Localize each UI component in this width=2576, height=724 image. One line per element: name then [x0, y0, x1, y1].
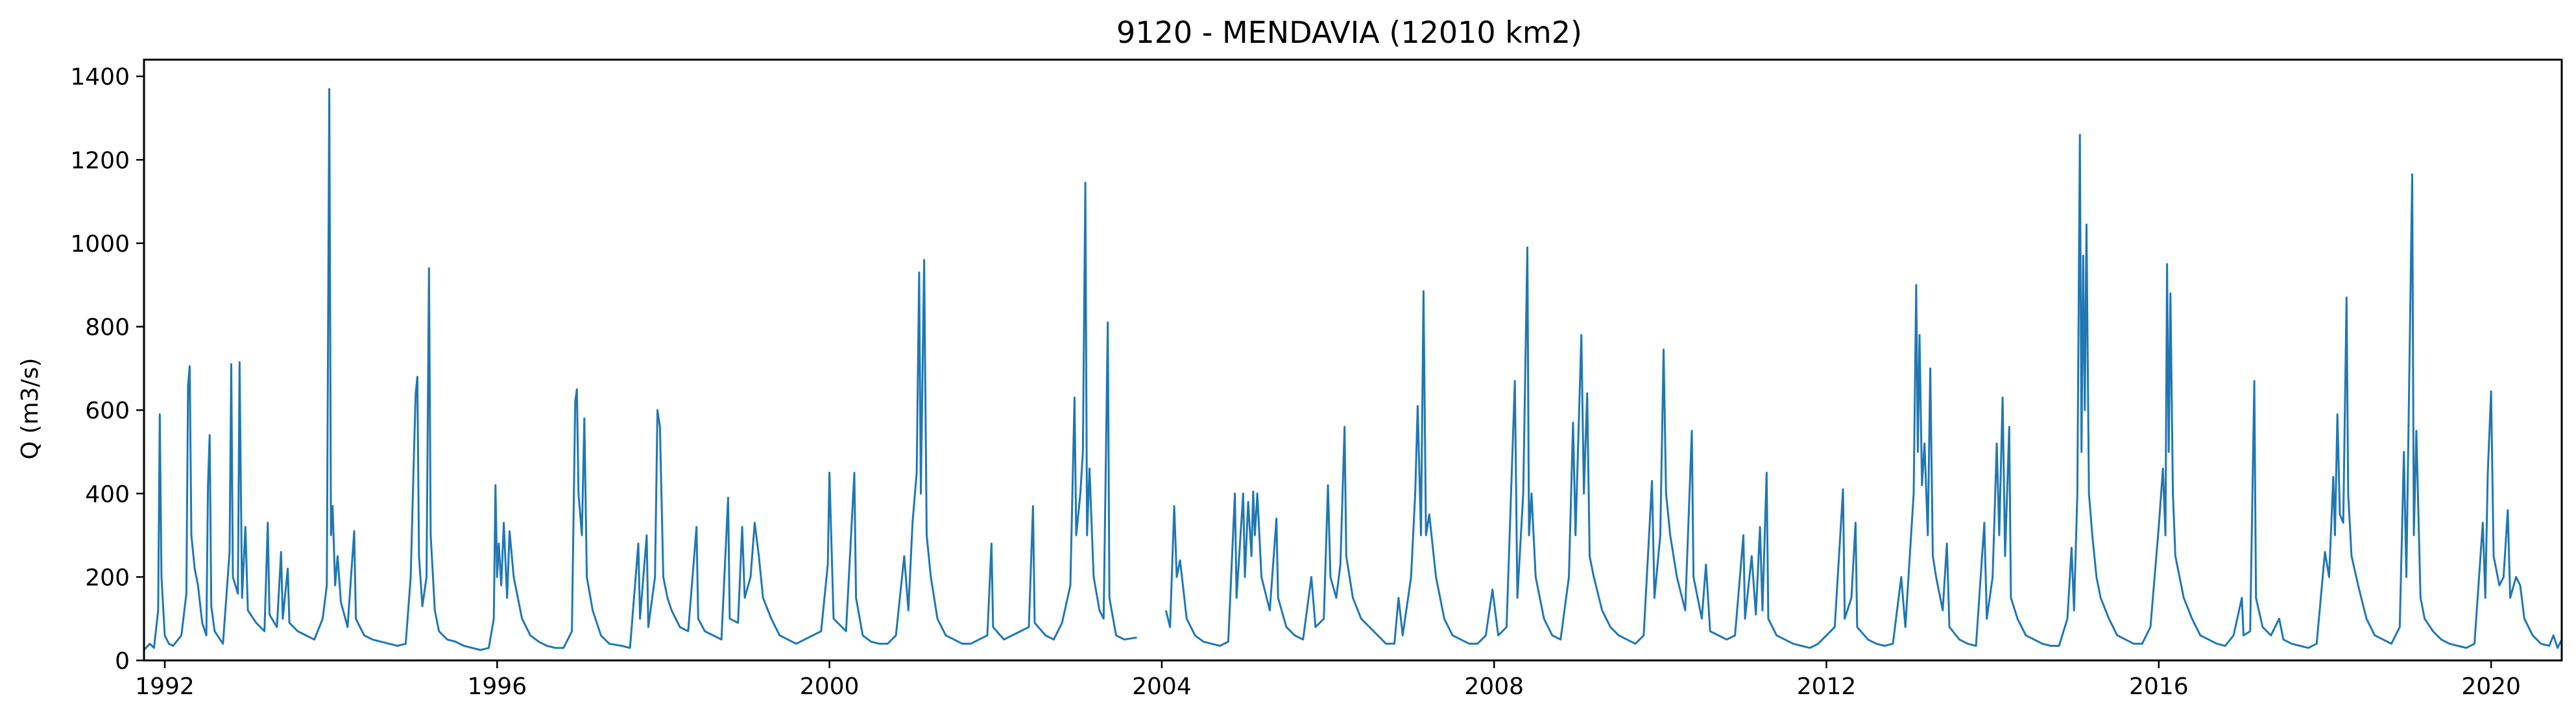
x-tick-label: 1992 [135, 673, 195, 700]
series-line-segment-2 [1164, 134, 2563, 649]
y-tick-label: 0 [115, 648, 130, 675]
y-tick-label: 1000 [70, 231, 130, 258]
y-tick-label: 800 [85, 315, 130, 341]
series-line-segment-1 [143, 88, 1137, 651]
x-tick-label: 2012 [1797, 673, 1857, 700]
y-tick-label: 1400 [70, 64, 130, 91]
x-tick-label: 2020 [2461, 673, 2521, 700]
x-tick-label: 2000 [800, 673, 860, 700]
y-tick-label: 400 [85, 481, 130, 508]
ticks-layer: 1992 1996 2000 2004 2008 2012 2016 2020 0 200 400 6… [70, 64, 2521, 700]
y-axis-label: Q (m3/s) [17, 358, 43, 460]
y-tick-label: 200 [85, 564, 130, 591]
y-tick-label: 600 [85, 398, 130, 424]
plot-area: 1992 1996 2000 2004 2008 2012 2016 2020 0 200 400 6… [70, 58, 2563, 700]
x-tick-label: 2004 [1132, 673, 1192, 700]
x-tick-label: 2016 [2129, 673, 2189, 700]
x-tick-label: 1996 [468, 673, 527, 700]
chart-title: 9120 - MENDAVIA (12010 km2) [1116, 15, 1582, 50]
x-tick-label: 2008 [1464, 673, 1524, 700]
axes-frame [143, 58, 2563, 662]
series-layer [143, 88, 2563, 651]
y-tick-label: 1200 [70, 147, 130, 174]
